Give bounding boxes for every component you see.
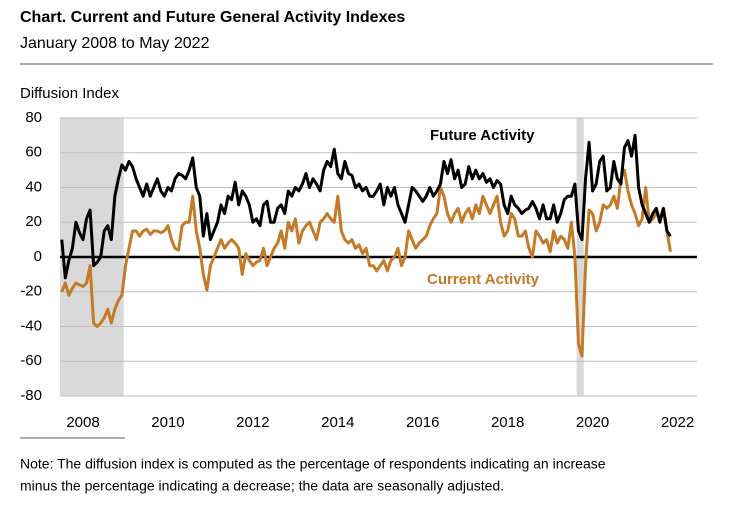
y-tick-label: -20 xyxy=(20,283,42,300)
y-tick-label: -40 xyxy=(20,317,42,334)
x-tick-label: 2008 xyxy=(66,414,99,431)
note: minus the percentage indicating a decrea… xyxy=(20,478,504,494)
y-tick-label: 40 xyxy=(25,178,42,195)
x-tick-label: 2010 xyxy=(151,414,184,431)
chart-subtitle: January 2008 to May 2022 xyxy=(20,35,210,52)
y-tick-label: -80 xyxy=(20,387,42,404)
y-tick-label: 0 xyxy=(34,248,42,265)
series-annotation: Future Activity xyxy=(430,127,535,144)
chart-title: Chart. Current and Future General Activi… xyxy=(20,9,405,26)
y-tick-label: -60 xyxy=(20,352,42,369)
x-tick-label: 2012 xyxy=(236,414,269,431)
note: Note: The diffusion index is computed as… xyxy=(20,456,606,472)
series-annotation: Current Activity xyxy=(427,271,540,288)
x-tick-label: 2018 xyxy=(491,414,524,431)
series-line xyxy=(60,168,672,358)
x-tick-label: 2016 xyxy=(406,414,439,431)
x-tick-label: 2022 xyxy=(661,414,694,431)
y-axis-label: Diffusion Index xyxy=(20,85,119,102)
y-tick-label: 60 xyxy=(25,144,42,161)
y-tick-label: 80 xyxy=(25,109,42,126)
x-tick-label: 2020 xyxy=(576,414,609,431)
x-tick-label: 2014 xyxy=(321,414,354,431)
y-tick-label: 20 xyxy=(25,213,42,230)
series-line xyxy=(60,133,672,280)
